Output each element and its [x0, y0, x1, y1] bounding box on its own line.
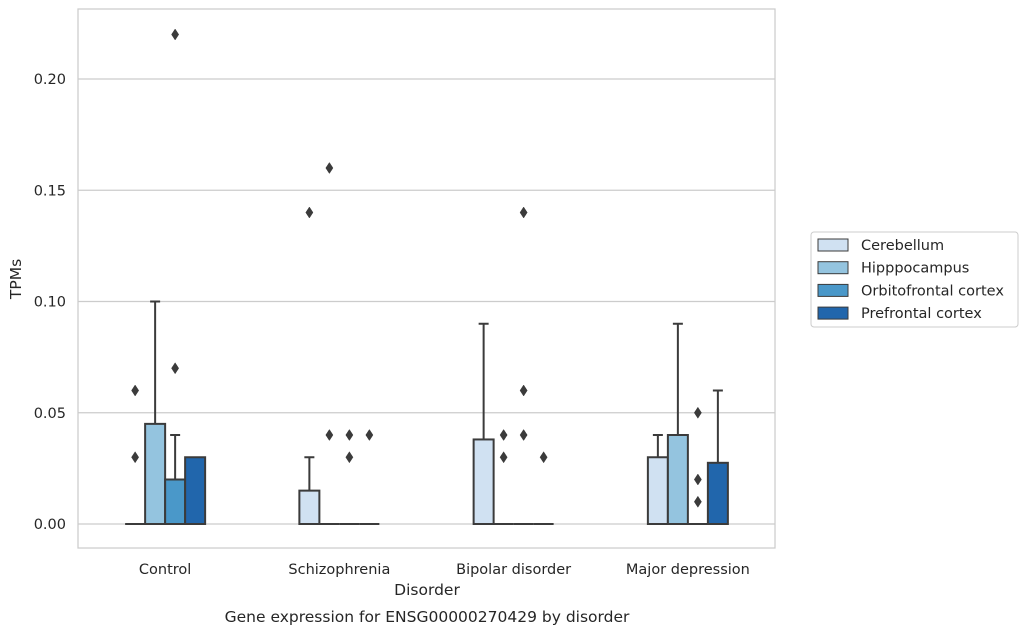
box-2-0: [472, 322, 495, 526]
outlier-point: [519, 384, 528, 397]
legend-label: Cerebellum: [861, 238, 944, 254]
legend-swatch: [817, 261, 849, 275]
box-0-1: [144, 300, 167, 525]
legend-swatch: [817, 283, 849, 297]
outlier-point: [693, 406, 702, 419]
y-tick-label: 0.05: [34, 406, 66, 422]
legend-swatch: [817, 306, 849, 320]
outlier-point: [693, 495, 702, 508]
box-body: [298, 489, 321, 525]
x-tick-label: Major depression: [626, 562, 750, 578]
legend-swatch: [817, 238, 849, 252]
box-body: [472, 438, 495, 526]
outlier-point: [325, 429, 334, 441]
box-1-2: [339, 429, 360, 525]
outlier-point: [499, 451, 508, 464]
outlier-point: [519, 206, 528, 219]
box-body: [646, 456, 669, 525]
outlier-point: [171, 362, 180, 375]
legend: Cerebellum Hipppocampus Orbitofrontal cort…: [810, 231, 1019, 328]
plot-area-frame: [77, 8, 776, 549]
y-axis-label: TPMs: [7, 259, 25, 300]
x-tick-label: Control: [139, 562, 191, 578]
box-2-2: [513, 206, 534, 525]
box-3-1: [666, 322, 689, 525]
box-1-3: [359, 429, 380, 525]
outlier-point: [693, 473, 702, 486]
outlier-point: [305, 206, 314, 219]
x-tick-label: Schizophrenia: [288, 562, 390, 578]
y-tick-label: 0.00: [34, 517, 66, 533]
outlier-point: [539, 451, 548, 464]
boxes: [125, 28, 729, 526]
outlier-point: [171, 28, 180, 41]
box-0-3: [184, 456, 207, 525]
legend-label: Hipppocampus: [861, 261, 969, 277]
box-3-0: [646, 434, 669, 525]
outlier-point: [345, 451, 354, 464]
box-body: [144, 422, 167, 525]
legend-label: Prefrontal cortex: [861, 306, 982, 322]
box-0-2: [164, 28, 187, 525]
box-body: [706, 461, 729, 525]
y-tick-label: 0.10: [34, 295, 66, 311]
outlier-point: [519, 429, 528, 441]
box-2-3: [533, 451, 554, 525]
outlier-point: [365, 429, 374, 441]
box-body: [666, 434, 689, 525]
box-0-0: [125, 384, 146, 525]
outlier-point: [325, 162, 334, 174]
box-body: [184, 456, 207, 525]
x-tick-label: Bipolar disorder: [456, 562, 571, 578]
box-2-1: [493, 429, 514, 525]
x-axis-ticks: Control Schizophrenia Bipolar disorder Majo…: [139, 562, 750, 578]
box-3-2: [687, 406, 708, 525]
box-1-0: [298, 206, 321, 525]
outlier-point: [345, 429, 354, 441]
outlier-point: [499, 429, 508, 441]
y-tick-label: 0.20: [34, 72, 66, 88]
box-body: [164, 478, 187, 525]
y-axis-ticks: 0.00 0.05 0.10 0.15 0.20: [34, 72, 66, 533]
outlier-point: [131, 384, 140, 397]
x-axis-label: Disorder: [394, 581, 460, 599]
legend-frame: [810, 231, 1019, 328]
box-1-1: [319, 162, 340, 525]
legend-label: Orbitofrontal cortex: [861, 283, 1004, 299]
outlier-point: [131, 451, 140, 464]
chart-caption: Gene expression for ENSG00000270429 by d…: [225, 608, 630, 626]
box-3-3: [706, 389, 729, 525]
y-tick-label: 0.15: [34, 183, 66, 199]
